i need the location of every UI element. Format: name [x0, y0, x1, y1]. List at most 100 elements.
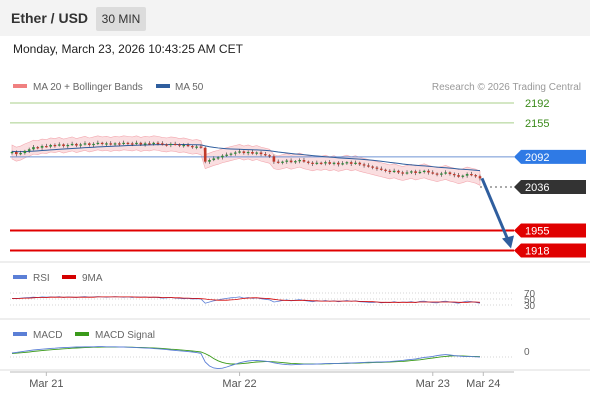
macd-zero-label: 0 — [524, 347, 530, 358]
candle-body — [461, 175, 465, 177]
candle-body — [23, 150, 27, 154]
candle-body — [272, 156, 276, 162]
time-tick-label: Mar 23 — [416, 378, 450, 390]
candle-body — [229, 153, 233, 155]
candle-body — [427, 170, 430, 173]
candle-body — [165, 144, 168, 146]
candle-body — [32, 147, 35, 150]
level-tags-layer: 2192 2155 2092 2036 1955 1918 — [514, 98, 586, 258]
candle-body — [27, 149, 31, 151]
chart-timestamp: Monday, March 23, 2026 10:43:25 AM CET — [13, 42, 243, 56]
candle-body — [70, 143, 74, 146]
candle-body — [233, 152, 237, 154]
level-tag-1918 — [514, 243, 586, 258]
candle-body — [259, 152, 263, 155]
candle-body — [242, 151, 246, 154]
candle-body — [75, 143, 78, 146]
chart-header-bar: Ether / USD 30 MIN — [0, 0, 590, 36]
candle-body — [96, 142, 100, 145]
ma50-layer — [11, 143, 481, 172]
candle-body — [36, 147, 40, 149]
candle-body — [255, 152, 259, 154]
candle-body — [212, 158, 216, 161]
interval-selector[interactable]: 30 MIN — [96, 7, 146, 31]
forecast-layer — [480, 177, 514, 249]
rsi-level-label: 70 — [524, 289, 536, 300]
candle-body — [422, 170, 426, 173]
candle-body — [354, 162, 357, 164]
candle-body — [379, 168, 383, 170]
candle-body — [40, 146, 44, 148]
candle-body — [66, 144, 70, 147]
candle-body — [221, 155, 224, 158]
candle-body — [289, 160, 293, 163]
candle-body — [397, 170, 400, 173]
candle-body — [319, 162, 323, 164]
candle-body — [113, 143, 117, 145]
bollinger-band — [11, 135, 481, 186]
level-label-1955: 1955 — [525, 226, 549, 238]
candle-body — [306, 161, 310, 163]
candle-body — [19, 153, 22, 155]
forecast-arrow-shaft — [480, 177, 511, 244]
candle-body — [57, 144, 61, 146]
rsi-ma-legend-label: 9MA — [82, 273, 103, 284]
candle-body — [92, 143, 95, 146]
candle-body — [156, 142, 160, 145]
candle-body — [105, 143, 108, 145]
bollinger-band-layer — [11, 135, 481, 186]
candle-body — [139, 142, 143, 145]
candle-body — [470, 174, 473, 176]
candle-body — [216, 157, 220, 159]
level-label-2192: 2192 — [525, 98, 549, 110]
candle-body — [169, 143, 173, 146]
candle-body — [203, 147, 207, 162]
candle-body — [332, 162, 336, 164]
candle-body — [10, 151, 14, 154]
candle-body — [178, 144, 181, 146]
candle-body — [264, 154, 267, 156]
candle-body — [62, 144, 65, 147]
candle-body — [465, 174, 469, 176]
legend-ma20-label: MA 20 + Bollinger Bands — [33, 82, 143, 93]
rsi-level-label: 50 — [524, 295, 536, 306]
legend-swatch-ma20 — [13, 84, 27, 88]
candle-body — [414, 171, 417, 173]
candle-body — [371, 166, 374, 168]
candle-body — [431, 172, 435, 174]
candle-body — [457, 175, 460, 177]
candle-body — [49, 144, 52, 147]
forecast-arrow-head — [502, 235, 514, 249]
copyright-text: Research © 2026 Trading Central — [432, 82, 581, 93]
macd-signal-line — [11, 346, 481, 365]
candle-body — [268, 155, 271, 157]
candle-body — [135, 142, 138, 145]
candle-body — [392, 170, 396, 173]
time-axis-layer: Mar 21 Mar 22 Mar 23 Mar 24 — [29, 372, 500, 390]
candle-body — [388, 170, 392, 173]
level-tag-2092 — [514, 149, 586, 164]
macd-layer: 0 — [10, 346, 530, 370]
candle-body — [148, 143, 151, 145]
candle-body — [448, 172, 452, 175]
candle-body — [130, 143, 134, 145]
candle-body — [367, 165, 370, 167]
legend-swatch-macd — [13, 332, 27, 336]
candle-body — [109, 143, 113, 145]
candle-body — [87, 143, 91, 145]
legend-swatch-rsi-ma — [62, 275, 76, 279]
candle-body — [53, 144, 57, 147]
legend-swatch-ma50 — [156, 84, 170, 88]
candle-body — [225, 154, 228, 156]
candle-body — [251, 151, 254, 154]
legend-swatch-rsi — [13, 275, 27, 279]
candle-body — [358, 162, 362, 165]
candle-body — [452, 174, 456, 176]
candle-body — [122, 142, 125, 145]
level-label-2092: 2092 — [525, 152, 549, 164]
candle-body — [100, 142, 104, 145]
candle-body — [474, 175, 478, 177]
candle-body — [285, 160, 289, 162]
